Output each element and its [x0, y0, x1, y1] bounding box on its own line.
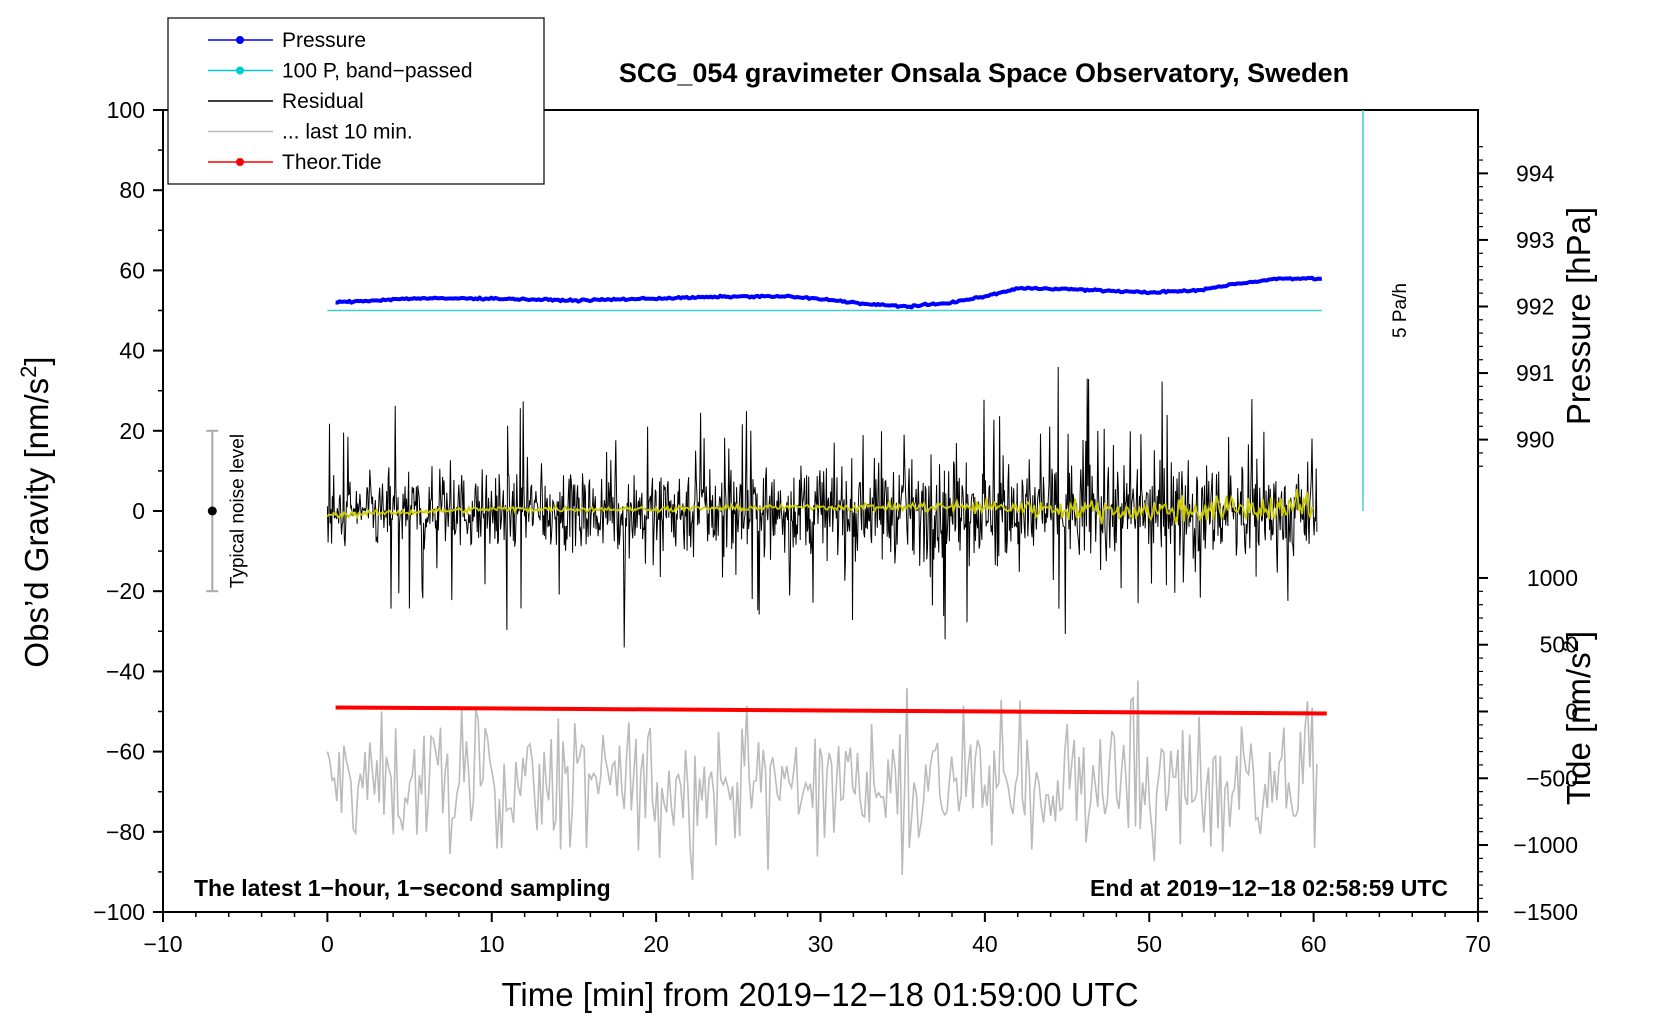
- x-tick-label: 10: [479, 931, 505, 957]
- y-tick-label: −40: [106, 658, 145, 684]
- y-tick-label: −100: [93, 899, 145, 925]
- legend-label: Pressure: [282, 29, 366, 52]
- y-tick-label: −60: [106, 739, 145, 765]
- legend-swatch-marker: [236, 158, 244, 166]
- series-last-10-min: [326, 680, 1318, 880]
- y-axis-title-pressure-group: Pressure [hPa]: [1560, 207, 1597, 425]
- x-tick-label: 50: [1136, 931, 1162, 957]
- rate-marker-label: 5 Pa/h: [1390, 283, 1411, 338]
- tide-tick-label: −1500: [1513, 899, 1578, 925]
- y-axis-tide: 1000 500 0 −500 −1000 −1500: [1478, 565, 1578, 925]
- x-tick-label: 60: [1301, 931, 1327, 957]
- y-tick-label: 20: [119, 418, 145, 444]
- x-tick-label: −10: [143, 931, 182, 957]
- y-axis-gravity: 100 80 60 40 20 0 −20 −40 −60 −80 −100: [93, 97, 163, 925]
- noise-indicator: Typical noise level: [206, 429, 248, 593]
- y-tick-label: −20: [106, 578, 145, 604]
- series-layer: [326, 275, 1327, 880]
- x-tick-label: 40: [972, 931, 998, 957]
- y-tick-label: 0: [132, 498, 145, 524]
- noise-center-dot: [207, 506, 217, 516]
- tide-tick-label: 1000: [1527, 565, 1578, 591]
- tide-tick-label: 0: [1565, 699, 1578, 725]
- tide-tick-label: −1000: [1513, 832, 1578, 858]
- annotation-bottom-left: The latest 1−hour, 1−second sampling: [194, 875, 611, 901]
- series-pressure: [335, 275, 1323, 310]
- legend-label: 100 P, band−passed: [282, 60, 473, 83]
- pressure-tick-label: 991: [1516, 360, 1554, 386]
- pressure-tick-label: 992: [1516, 293, 1554, 319]
- x-tick-label: 30: [808, 931, 834, 957]
- y-tick-label: 100: [107, 97, 145, 123]
- y-tick-label: 60: [119, 257, 145, 283]
- y-axis-title-left: Obs’d Gravity [nm/s2]: [16, 356, 55, 667]
- x-axis: −10 0 10 20 30 40 50 60 70: [143, 912, 1491, 957]
- pressure-tick-label: 994: [1516, 160, 1555, 186]
- y-axis-pressure: 994 993 992 991 990: [1478, 146, 1555, 467]
- legend-swatch-marker: [236, 66, 244, 75]
- y-axis-title-tide-group: Tide [nm/s2]: [1558, 631, 1597, 805]
- chart-title: SCG_054 gravimeter Onsala Space Observat…: [619, 58, 1349, 88]
- legend-label: Theor.Tide: [282, 151, 382, 174]
- legend-label: Residual: [282, 90, 364, 113]
- legend-swatch-marker: [236, 36, 244, 44]
- pressure-tick-label: 993: [1516, 227, 1554, 253]
- y-tick-label: 80: [119, 177, 145, 203]
- y-axis-title-left-group: Obs’d Gravity [nm/s2]: [16, 356, 55, 667]
- annotation-bottom-right: End at 2019−12−18 02:58:59 UTC: [1090, 875, 1448, 901]
- tide-tick-label: 500: [1540, 632, 1578, 658]
- y-tick-label: −80: [106, 819, 145, 845]
- x-axis-title: Time [min] from 2019−12−18 01:59:00 UTC: [501, 976, 1138, 1013]
- x-tick-label: 0: [321, 931, 334, 957]
- pressure-tick-label: 990: [1516, 427, 1554, 453]
- series-residual-smoothed: [326, 488, 1314, 526]
- y-tick-label: 40: [119, 338, 145, 364]
- legend: Pressure 100 P, band−passed Residual ... la…: [167, 17, 545, 185]
- noise-label: Typical noise level: [227, 434, 248, 588]
- tide-tick-label: −500: [1526, 765, 1578, 791]
- y-axis-title-pressure: Pressure [hPa]: [1560, 207, 1597, 425]
- x-tick-label: 20: [643, 931, 669, 957]
- rate-marker: 5 Pa/h: [1362, 110, 1411, 511]
- y-axis-title-tide: Tide [nm/s2]: [1558, 631, 1597, 805]
- series-theor-tide: [335, 705, 1327, 716]
- x-tick-label: 70: [1465, 931, 1491, 957]
- legend-label: ... last 10 min.: [282, 121, 413, 144]
